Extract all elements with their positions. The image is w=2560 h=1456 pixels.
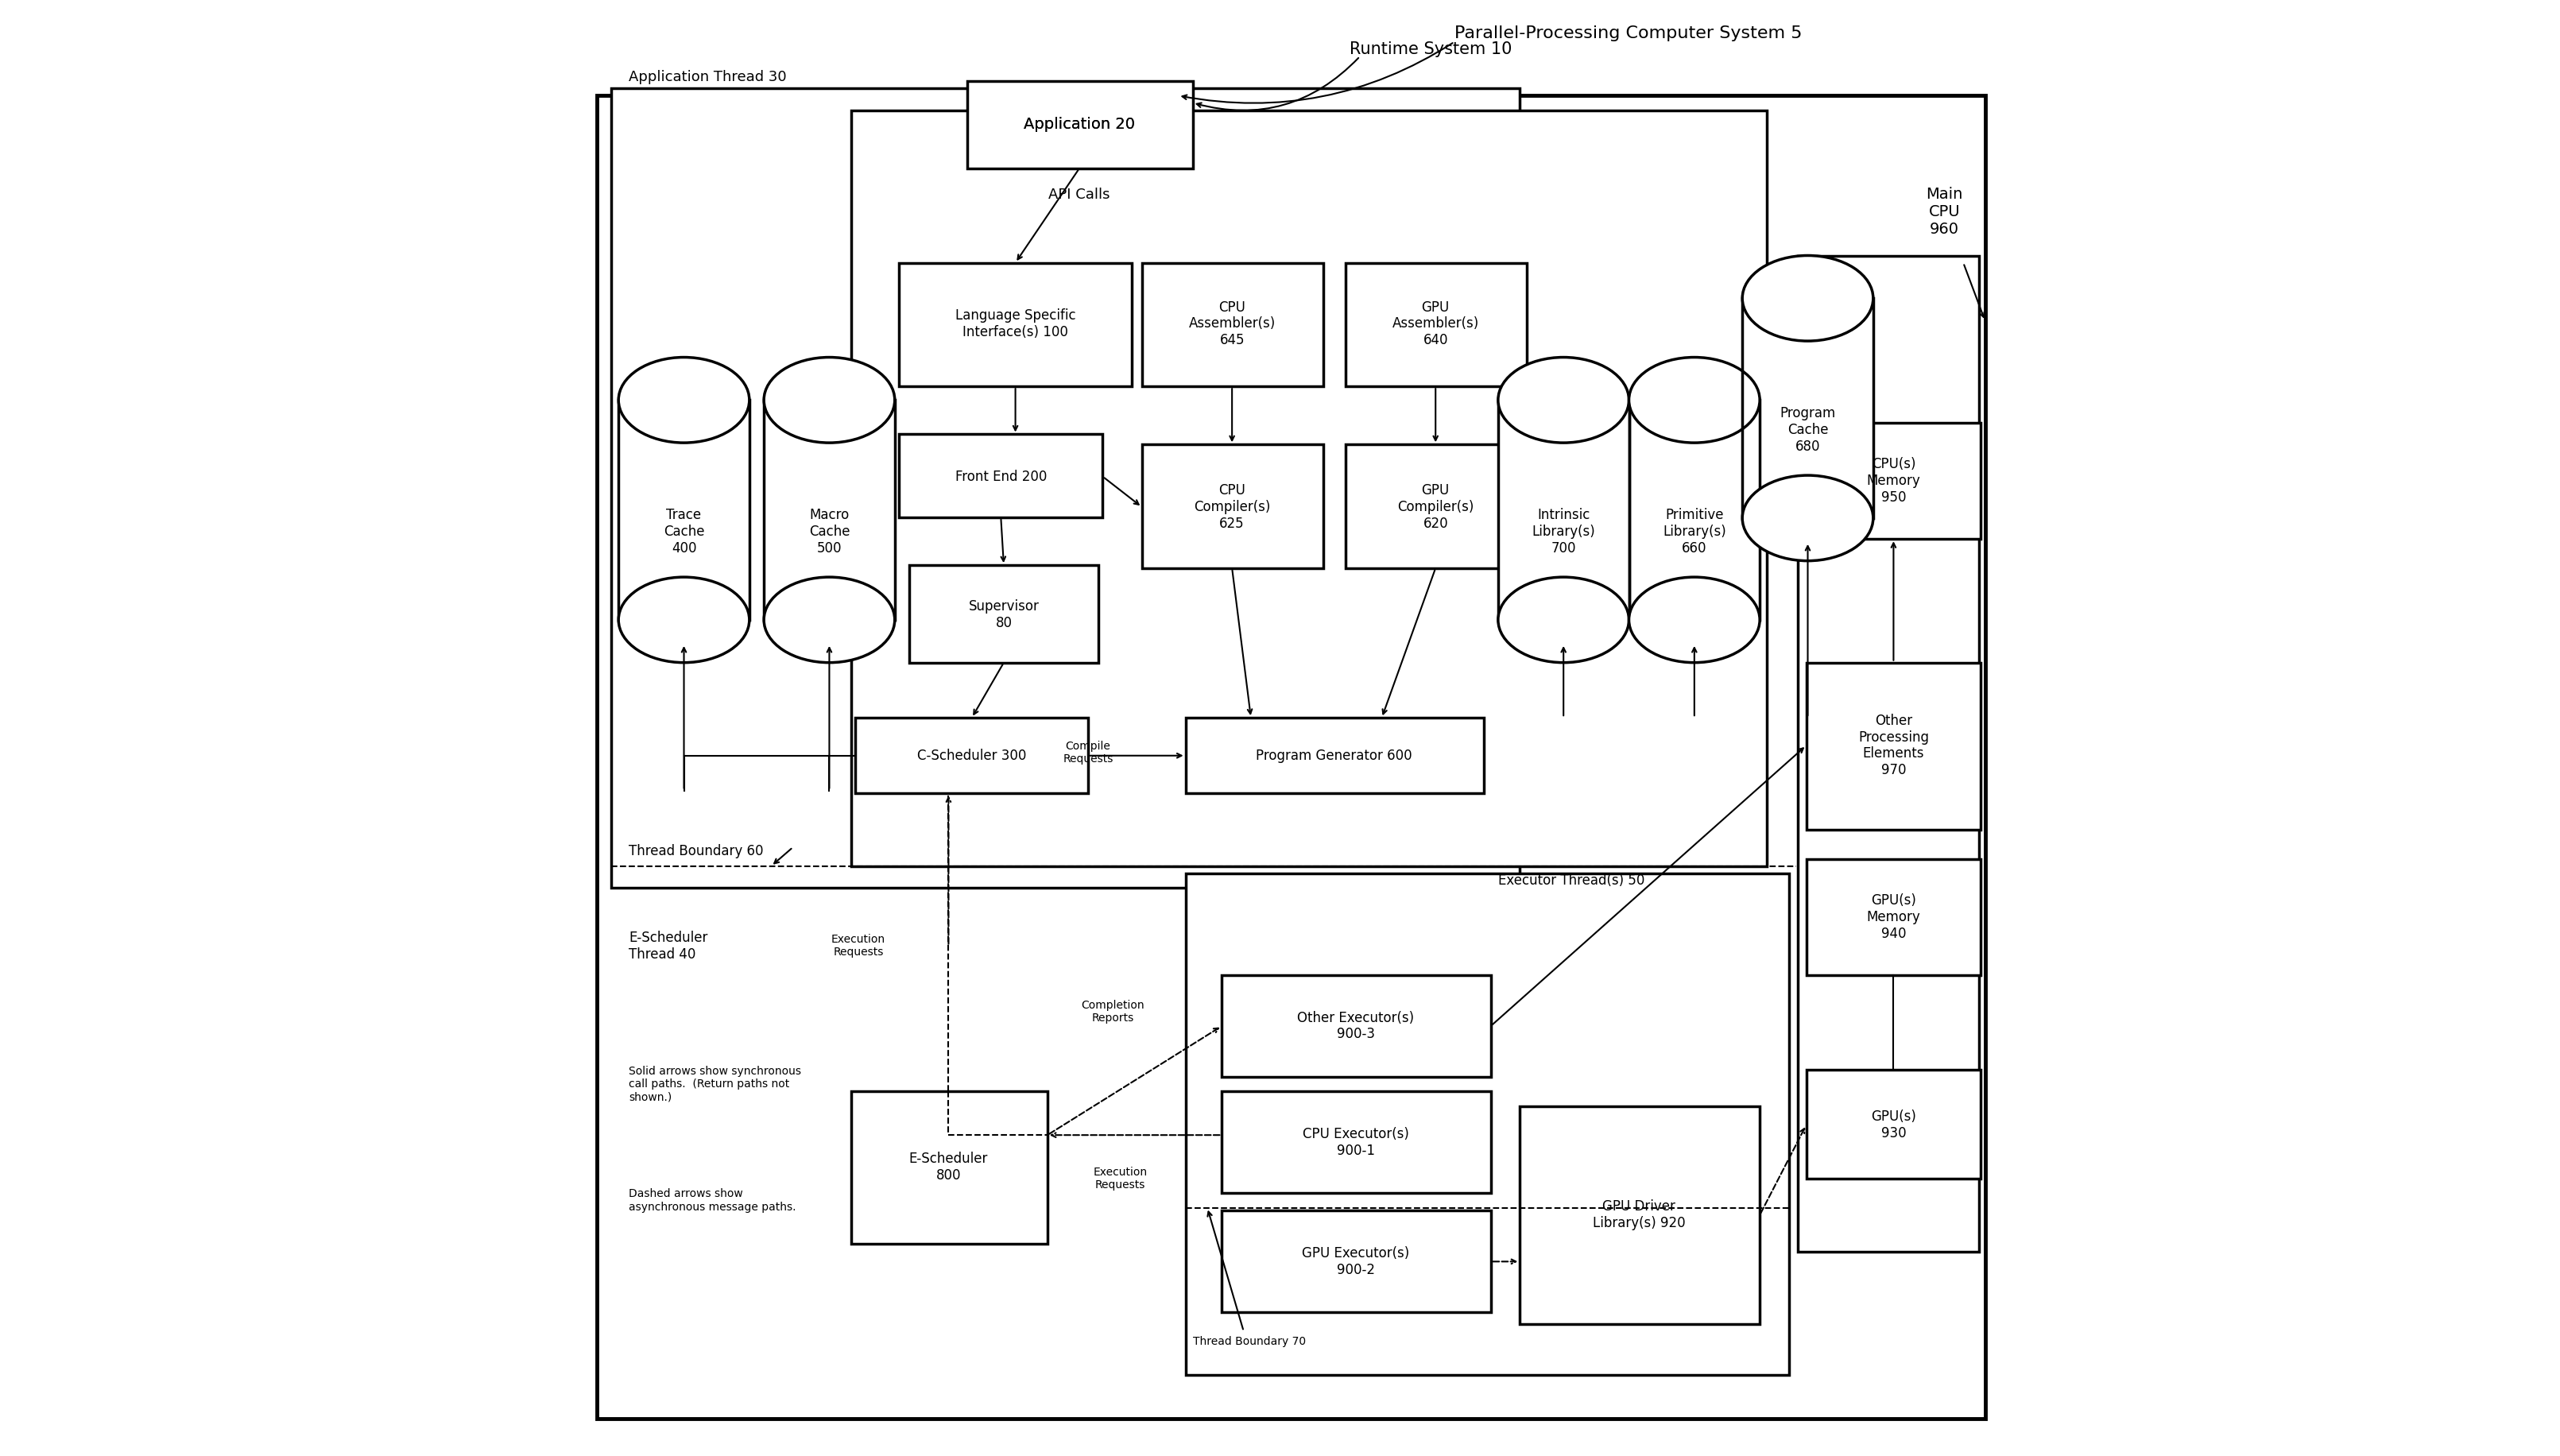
FancyBboxPatch shape bbox=[909, 565, 1098, 662]
Text: Application 20: Application 20 bbox=[1024, 116, 1134, 132]
FancyBboxPatch shape bbox=[1807, 662, 1981, 830]
Text: GPU Executor(s)
900-2: GPU Executor(s) 900-2 bbox=[1303, 1246, 1411, 1277]
Text: E-Scheduler
Thread 40: E-Scheduler Thread 40 bbox=[630, 930, 707, 961]
Ellipse shape bbox=[1628, 577, 1759, 662]
Text: Executor Thread(s) 50: Executor Thread(s) 50 bbox=[1498, 874, 1644, 888]
FancyBboxPatch shape bbox=[596, 96, 1984, 1418]
Text: Program
Cache
680: Program Cache 680 bbox=[1779, 406, 1836, 454]
Text: Runtime System 10: Runtime System 10 bbox=[1349, 41, 1513, 57]
FancyBboxPatch shape bbox=[1347, 262, 1528, 386]
Text: GPU(s)
Memory
940: GPU(s) Memory 940 bbox=[1866, 894, 1920, 941]
Ellipse shape bbox=[763, 577, 896, 662]
Text: Thread Boundary 70: Thread Boundary 70 bbox=[1193, 1337, 1306, 1347]
Text: CPU Executor(s)
900-1: CPU Executor(s) 900-1 bbox=[1303, 1127, 1408, 1158]
Text: GPU(s)
930: GPU(s) 930 bbox=[1871, 1109, 1915, 1140]
Text: Thread Boundary 60: Thread Boundary 60 bbox=[630, 844, 763, 859]
Ellipse shape bbox=[1743, 255, 1874, 341]
Text: CPU
Assembler(s)
645: CPU Assembler(s) 645 bbox=[1188, 300, 1275, 348]
Text: Parallel-Processing Computer System 5: Parallel-Processing Computer System 5 bbox=[1454, 25, 1802, 41]
FancyBboxPatch shape bbox=[850, 111, 1766, 866]
Text: E-Scheduler
800: E-Scheduler 800 bbox=[909, 1152, 988, 1182]
Ellipse shape bbox=[763, 357, 896, 443]
Bar bbox=[620, 400, 750, 620]
FancyBboxPatch shape bbox=[899, 262, 1132, 386]
Text: Other
Processing
Elements
970: Other Processing Elements 970 bbox=[1859, 713, 1928, 778]
Text: GPU Driver
Library(s) 920: GPU Driver Library(s) 920 bbox=[1592, 1200, 1684, 1230]
FancyBboxPatch shape bbox=[1797, 255, 1979, 1251]
Text: Trace
Cache
400: Trace Cache 400 bbox=[663, 508, 704, 555]
Bar bbox=[1498, 400, 1628, 620]
Ellipse shape bbox=[620, 577, 750, 662]
Text: Macro
Cache
500: Macro Cache 500 bbox=[809, 508, 850, 555]
Ellipse shape bbox=[1628, 357, 1759, 443]
Bar bbox=[1743, 298, 1874, 518]
FancyBboxPatch shape bbox=[1142, 262, 1324, 386]
Text: API Calls: API Calls bbox=[1050, 188, 1111, 201]
Text: GPU
Compiler(s)
620: GPU Compiler(s) 620 bbox=[1398, 483, 1475, 530]
Text: CPU
Compiler(s)
625: CPU Compiler(s) 625 bbox=[1193, 483, 1270, 530]
Text: GPU
Assembler(s)
640: GPU Assembler(s) 640 bbox=[1393, 300, 1480, 348]
Text: Intrinsic
Library(s)
700: Intrinsic Library(s) 700 bbox=[1531, 508, 1595, 555]
Text: Application 20: Application 20 bbox=[1024, 116, 1134, 132]
Text: Supervisor
80: Supervisor 80 bbox=[968, 600, 1039, 630]
Text: Front End 200: Front End 200 bbox=[955, 469, 1047, 483]
Text: Execution
Requests: Execution Requests bbox=[1093, 1166, 1147, 1191]
FancyBboxPatch shape bbox=[855, 718, 1088, 794]
Bar bbox=[763, 400, 896, 620]
Text: Compile
Requests: Compile Requests bbox=[1062, 741, 1114, 764]
Text: Application Thread 30: Application Thread 30 bbox=[630, 70, 786, 84]
FancyBboxPatch shape bbox=[1807, 1070, 1981, 1179]
FancyBboxPatch shape bbox=[1521, 1107, 1759, 1324]
FancyBboxPatch shape bbox=[1142, 444, 1324, 568]
Text: C-Scheduler 300: C-Scheduler 300 bbox=[916, 748, 1027, 763]
Text: Solid arrows show synchronous
call paths.  (Return paths not
shown.): Solid arrows show synchronous call paths… bbox=[630, 1066, 801, 1102]
Text: CPU(s)
Memory
950: CPU(s) Memory 950 bbox=[1866, 457, 1920, 505]
Bar bbox=[1628, 400, 1759, 620]
Text: Language Specific
Interface(s) 100: Language Specific Interface(s) 100 bbox=[955, 309, 1075, 339]
FancyBboxPatch shape bbox=[1185, 718, 1485, 794]
Text: Completion
Reports: Completion Reports bbox=[1080, 999, 1144, 1024]
Ellipse shape bbox=[1498, 577, 1628, 662]
FancyBboxPatch shape bbox=[1185, 874, 1789, 1374]
FancyBboxPatch shape bbox=[899, 434, 1103, 517]
FancyBboxPatch shape bbox=[1221, 1210, 1490, 1312]
Ellipse shape bbox=[1498, 357, 1628, 443]
FancyBboxPatch shape bbox=[1347, 444, 1528, 568]
FancyBboxPatch shape bbox=[1807, 859, 1981, 976]
Text: Primitive
Library(s)
660: Primitive Library(s) 660 bbox=[1661, 508, 1725, 555]
FancyBboxPatch shape bbox=[612, 89, 1521, 888]
Ellipse shape bbox=[1743, 475, 1874, 561]
Text: Execution
Requests: Execution Requests bbox=[832, 935, 886, 958]
Text: Other Executor(s)
900-3: Other Executor(s) 900-3 bbox=[1298, 1010, 1413, 1041]
FancyBboxPatch shape bbox=[850, 1092, 1047, 1243]
Text: Main
CPU
960: Main CPU 960 bbox=[1925, 186, 1964, 237]
FancyBboxPatch shape bbox=[968, 82, 1193, 169]
Text: Program Generator 600: Program Generator 600 bbox=[1254, 748, 1413, 763]
Ellipse shape bbox=[620, 357, 750, 443]
FancyBboxPatch shape bbox=[1221, 1092, 1490, 1194]
Text: Dashed arrows show
asynchronous message paths.: Dashed arrows show asynchronous message … bbox=[630, 1188, 796, 1213]
FancyBboxPatch shape bbox=[1221, 976, 1490, 1077]
FancyBboxPatch shape bbox=[1807, 422, 1981, 539]
